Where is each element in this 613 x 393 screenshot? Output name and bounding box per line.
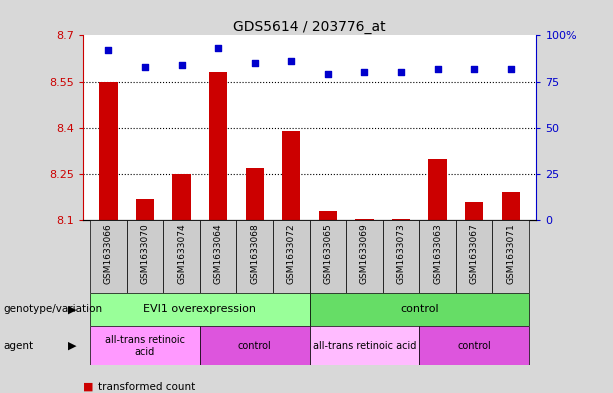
Text: GSM1633072: GSM1633072 [287, 224, 296, 285]
Text: all-trans retinoic
acid: all-trans retinoic acid [105, 335, 185, 356]
Bar [200, 220, 237, 293]
Text: GSM1633074: GSM1633074 [177, 224, 186, 285]
Point [140, 64, 150, 70]
Bar [90, 220, 127, 293]
Text: genotype/variation: genotype/variation [3, 305, 102, 314]
Bar [419, 220, 456, 293]
Bar [136, 198, 154, 220]
Text: ▶: ▶ [67, 305, 76, 314]
Point [360, 69, 370, 75]
Bar [456, 220, 492, 293]
Text: GSM1633063: GSM1633063 [433, 224, 442, 285]
Text: GSM1633065: GSM1633065 [323, 224, 332, 285]
Point [213, 45, 223, 51]
Text: GSM1633070: GSM1633070 [140, 224, 150, 285]
Bar [90, 326, 200, 365]
Text: GSM1633064: GSM1633064 [213, 224, 223, 285]
Text: GSM1633071: GSM1633071 [506, 224, 516, 285]
Text: GSM1633067: GSM1633067 [470, 224, 479, 285]
Bar [172, 174, 191, 220]
Title: GDS5614 / 203776_at: GDS5614 / 203776_at [234, 20, 386, 34]
Bar [310, 326, 419, 365]
Bar [237, 220, 273, 293]
Text: ■: ■ [83, 382, 97, 392]
Bar [310, 220, 346, 293]
Bar [501, 192, 520, 220]
Point [249, 60, 259, 66]
Text: EVI1 overexpression: EVI1 overexpression [143, 305, 256, 314]
Bar [465, 202, 483, 220]
Text: control: control [238, 341, 272, 351]
Bar [428, 158, 447, 220]
Bar [90, 293, 310, 326]
Bar [282, 131, 300, 220]
Bar [246, 168, 264, 220]
Point [286, 58, 296, 64]
Text: GSM1633068: GSM1633068 [250, 224, 259, 285]
Bar [419, 326, 529, 365]
Bar [492, 220, 529, 293]
Point [323, 71, 333, 77]
Bar [383, 220, 419, 293]
Bar [200, 326, 310, 365]
Bar [319, 211, 337, 220]
Bar [356, 219, 373, 220]
Text: GSM1633066: GSM1633066 [104, 224, 113, 285]
Text: GSM1633069: GSM1633069 [360, 224, 369, 285]
Bar [99, 81, 118, 220]
Point [506, 66, 516, 72]
Point [470, 66, 479, 72]
Bar [209, 72, 227, 220]
Text: control: control [457, 341, 491, 351]
Text: transformed count: transformed count [98, 382, 196, 392]
Text: ▶: ▶ [67, 341, 76, 351]
Bar [273, 220, 310, 293]
Text: all-trans retinoic acid: all-trans retinoic acid [313, 341, 416, 351]
Bar [127, 220, 163, 293]
Point [396, 69, 406, 75]
Text: agent: agent [3, 341, 33, 351]
Bar [346, 220, 383, 293]
Point [177, 62, 186, 68]
Bar [310, 293, 529, 326]
Point [104, 47, 113, 53]
Text: GSM1633073: GSM1633073 [397, 224, 406, 285]
Bar [392, 219, 410, 220]
Bar [163, 220, 200, 293]
Point [433, 66, 443, 72]
Text: control: control [400, 305, 439, 314]
